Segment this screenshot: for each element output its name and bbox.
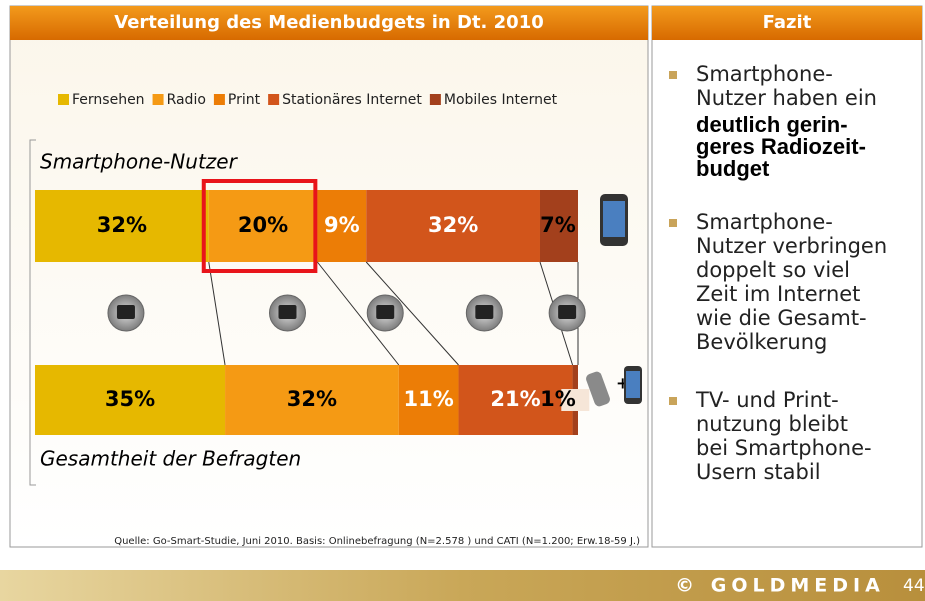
bullet-marker [669,397,677,405]
bullet-text: Bevölkerung [696,330,827,354]
legend-swatch [153,94,164,105]
value-label: 20% [238,213,288,237]
legend-swatch [214,94,225,105]
bullet-emphasis: budget [696,156,770,181]
media-icon [549,295,585,331]
value-label: 7% [540,213,576,237]
media-icon [269,295,305,331]
legend-swatch [430,94,441,105]
value-label: 32% [428,213,478,237]
media-icon [466,295,502,331]
value-label: 1% [540,387,576,411]
page-number: 44 [903,576,925,596]
bullet-text: Smartphone- [696,210,833,234]
icon-glyph [278,305,296,319]
slide: Verteilung des Medienbudgets in Dt. 2010… [0,0,925,601]
source: Quelle: Go-Smart-Studie, Juni 2010. Basi… [114,536,640,547]
legend-swatch [268,94,279,105]
bullet-text: nutzung bleibt [696,412,848,436]
value-label: 11% [404,387,454,411]
bullet-text: TV- und Print- [695,388,839,412]
bullet-text: Nutzer haben ein [696,86,877,110]
bullet-text: doppelt so viel [696,258,850,282]
legend: Fernsehen Radio Print Stationäres Internet M… [58,92,558,108]
chart-title: Verteilung des Medienbudgets in Dt. 2010 [114,12,544,33]
bullet-marker [669,219,677,227]
value-label: 32% [97,213,147,237]
bullet-text: Smartphone- [696,62,833,86]
phone-icon [600,194,628,246]
legend-label: Mobiles Internet [444,92,558,108]
value-label: 9% [324,213,360,237]
icon-glyph [558,305,576,319]
legend-label: Fernsehen [72,92,145,108]
bullet-text: Nutzer verbringen [696,234,887,258]
bullet-text: Zeit im Internet [696,282,860,306]
legend-label: Radio [167,92,206,108]
icon-glyph [117,305,135,319]
legend-swatch [58,94,69,105]
icon-glyph [475,305,493,319]
bullet-text: wie die Gesamt- [696,306,867,330]
fazit-title: Fazit [763,12,812,33]
media-icon [108,295,144,331]
category-label: Smartphone-Nutzer [40,150,239,174]
media-icon [367,295,403,331]
footer-brand: © GOLDMEDIA [675,575,885,597]
category-label: Gesamtheit der Befragten [40,447,301,471]
value-label: 21% [490,387,540,411]
bullet-text: Usern stabil [696,460,821,484]
icon-glyph [376,305,394,319]
value-label: 35% [105,387,155,411]
value-label: 32% [287,387,337,411]
legend-label: Stationäres Internet [282,92,422,108]
bullet-text: bei Smartphone- [696,436,872,460]
legend-label: Print [228,92,261,108]
bullet-marker [669,71,677,79]
